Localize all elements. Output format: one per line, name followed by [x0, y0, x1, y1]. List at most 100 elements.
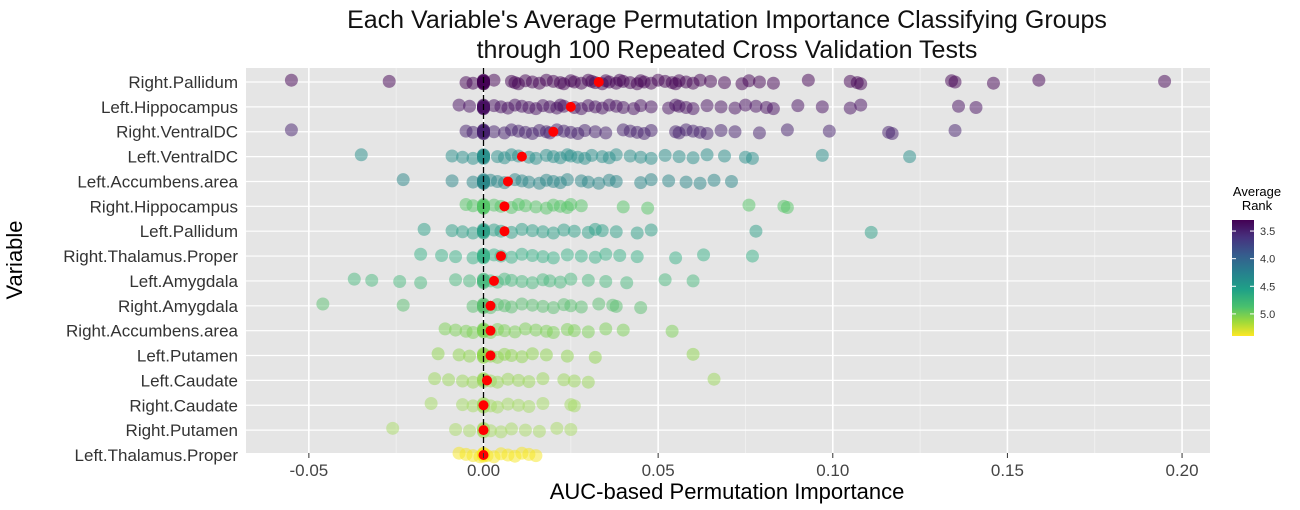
data-point	[508, 325, 522, 339]
data-point	[316, 297, 330, 311]
data-point	[536, 250, 550, 264]
data-point	[560, 349, 574, 363]
data-point	[986, 76, 1000, 90]
data-point	[536, 299, 550, 313]
data-point	[449, 250, 463, 264]
data-point	[613, 248, 627, 262]
y-tick-label: Left.VentralDC	[127, 148, 238, 167]
y-tick-labels: Right.Pallidum Left.Hippocampus Right.Vent…	[63, 73, 238, 465]
data-point	[609, 299, 623, 313]
y-tick-label: Left.Hippocampus	[101, 98, 238, 117]
data-point	[557, 373, 571, 387]
data-point	[396, 298, 410, 312]
data-point	[515, 297, 529, 311]
data-point	[641, 201, 655, 215]
data-point	[518, 322, 532, 336]
data-point	[948, 124, 962, 138]
data-point	[969, 100, 983, 114]
data-point	[393, 275, 407, 289]
data-point	[522, 399, 536, 413]
data-point	[658, 273, 672, 287]
data-point	[529, 151, 543, 165]
data-point	[742, 74, 756, 88]
mean-marker	[495, 251, 506, 262]
data-point	[284, 123, 298, 137]
data-point	[504, 250, 518, 264]
data-point	[592, 176, 606, 190]
data-point	[466, 226, 480, 240]
data-point	[564, 423, 578, 437]
data-point	[365, 273, 379, 287]
data-point	[791, 99, 805, 113]
x-tick-label: 0.10	[816, 461, 849, 480]
data-point	[714, 100, 728, 114]
data-point	[801, 73, 815, 87]
mean-marker	[482, 375, 492, 386]
data-point	[438, 322, 452, 336]
data-point	[885, 127, 899, 141]
data-point	[414, 276, 428, 290]
mean-marker	[499, 201, 510, 212]
data-point	[780, 201, 794, 215]
data-point	[501, 372, 515, 386]
data-point	[445, 174, 459, 188]
data-point	[749, 224, 763, 238]
data-point	[463, 99, 477, 113]
data-point	[595, 224, 609, 238]
legend-tick-label: 4.0	[1260, 254, 1275, 266]
data-point	[284, 73, 298, 87]
x-tick-label: 0.05	[642, 461, 675, 480]
data-point	[697, 248, 711, 262]
data-point	[728, 101, 742, 115]
data-point	[588, 350, 602, 364]
data-point	[634, 301, 648, 315]
data-point	[658, 148, 672, 162]
data-point	[616, 323, 630, 337]
data-point	[442, 373, 456, 387]
data-point	[518, 199, 532, 213]
y-tick-label: Right.Pallidum	[128, 73, 238, 92]
data-point	[574, 300, 588, 314]
data-point	[466, 399, 480, 413]
data-point	[456, 225, 470, 239]
data-point	[518, 423, 532, 437]
data-point	[511, 373, 525, 387]
data-point	[567, 374, 581, 388]
data-point	[515, 350, 529, 364]
data-point	[592, 297, 606, 311]
data-point	[445, 149, 459, 163]
data-point	[546, 325, 560, 339]
data-point	[522, 375, 536, 389]
data-point	[686, 102, 700, 116]
data-point	[546, 301, 560, 315]
mean-marker	[516, 151, 527, 162]
data-point	[445, 224, 459, 238]
legend-tick-label: 5.0	[1260, 309, 1275, 321]
data-point	[609, 225, 623, 239]
data-point	[1158, 74, 1172, 88]
data-point	[501, 397, 515, 411]
data-point	[599, 275, 613, 289]
y-tick-label: Right.VentralDC	[116, 123, 238, 142]
data-point	[623, 149, 637, 163]
data-point	[742, 198, 756, 212]
data-point	[634, 99, 648, 113]
data-point	[644, 173, 658, 187]
data-point	[466, 151, 480, 165]
y-tick-label: Left.Thalamus.Proper	[75, 446, 239, 465]
y-tick-label: Right.Amygdala	[118, 297, 239, 316]
data-point	[525, 248, 539, 262]
data-point	[515, 247, 529, 261]
data-point	[738, 98, 752, 112]
points-layer	[284, 73, 1172, 464]
data-point	[609, 174, 623, 188]
data-point	[634, 150, 648, 164]
data-point	[700, 148, 714, 162]
data-point	[529, 449, 543, 463]
data-point	[822, 124, 836, 138]
data-point	[588, 250, 602, 264]
data-point	[662, 174, 676, 188]
data-point	[490, 375, 504, 389]
data-point	[536, 372, 550, 386]
data-point	[543, 274, 557, 288]
